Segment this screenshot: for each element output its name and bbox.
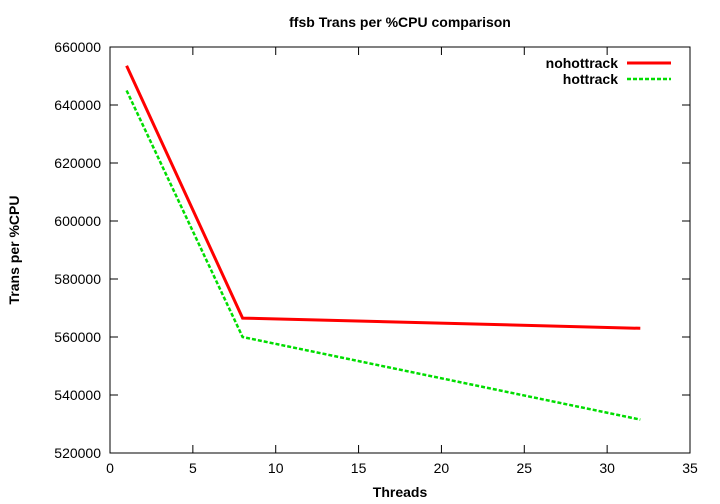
axis-ticks: 0 5 10 15 20 25 30 35 520000 540000 560000 580000 60… bbox=[54, 39, 698, 476]
y-axis-label: Trans per %CPU bbox=[6, 196, 22, 305]
series-lines bbox=[125, 65, 641, 421]
plot-frame bbox=[109, 46, 691, 454]
x-tick-label: 20 bbox=[434, 460, 450, 476]
x-tick-label: 5 bbox=[189, 460, 197, 476]
legend-label-nohottrack: nohottrack bbox=[546, 55, 619, 71]
legend-label-hottrack: hottrack bbox=[563, 71, 618, 87]
y-tick-label: 660000 bbox=[54, 39, 101, 55]
y-tick-label: 580000 bbox=[54, 271, 101, 287]
series-line-nohottrack bbox=[125, 65, 641, 330]
y-tick-label: 560000 bbox=[54, 329, 101, 345]
x-tick-label: 30 bbox=[599, 460, 615, 476]
y-tick-label: 540000 bbox=[54, 387, 101, 403]
x-tick-label: 10 bbox=[268, 460, 284, 476]
x-tick-label: 35 bbox=[682, 460, 698, 476]
x-tick-label: 25 bbox=[516, 460, 532, 476]
y-tick-label: 520000 bbox=[54, 445, 101, 461]
x-tick-label: 15 bbox=[351, 460, 367, 476]
x-tick-label: 0 bbox=[106, 460, 114, 476]
x-axis-label: Threads bbox=[373, 484, 428, 500]
series-line-hottrack bbox=[125, 89, 641, 421]
y-tick-label: 640000 bbox=[54, 97, 101, 113]
y-tick-label: 620000 bbox=[54, 155, 101, 171]
chart-title: ffsb Trans per %CPU comparison bbox=[289, 14, 511, 30]
y-tick-label: 600000 bbox=[54, 213, 101, 229]
